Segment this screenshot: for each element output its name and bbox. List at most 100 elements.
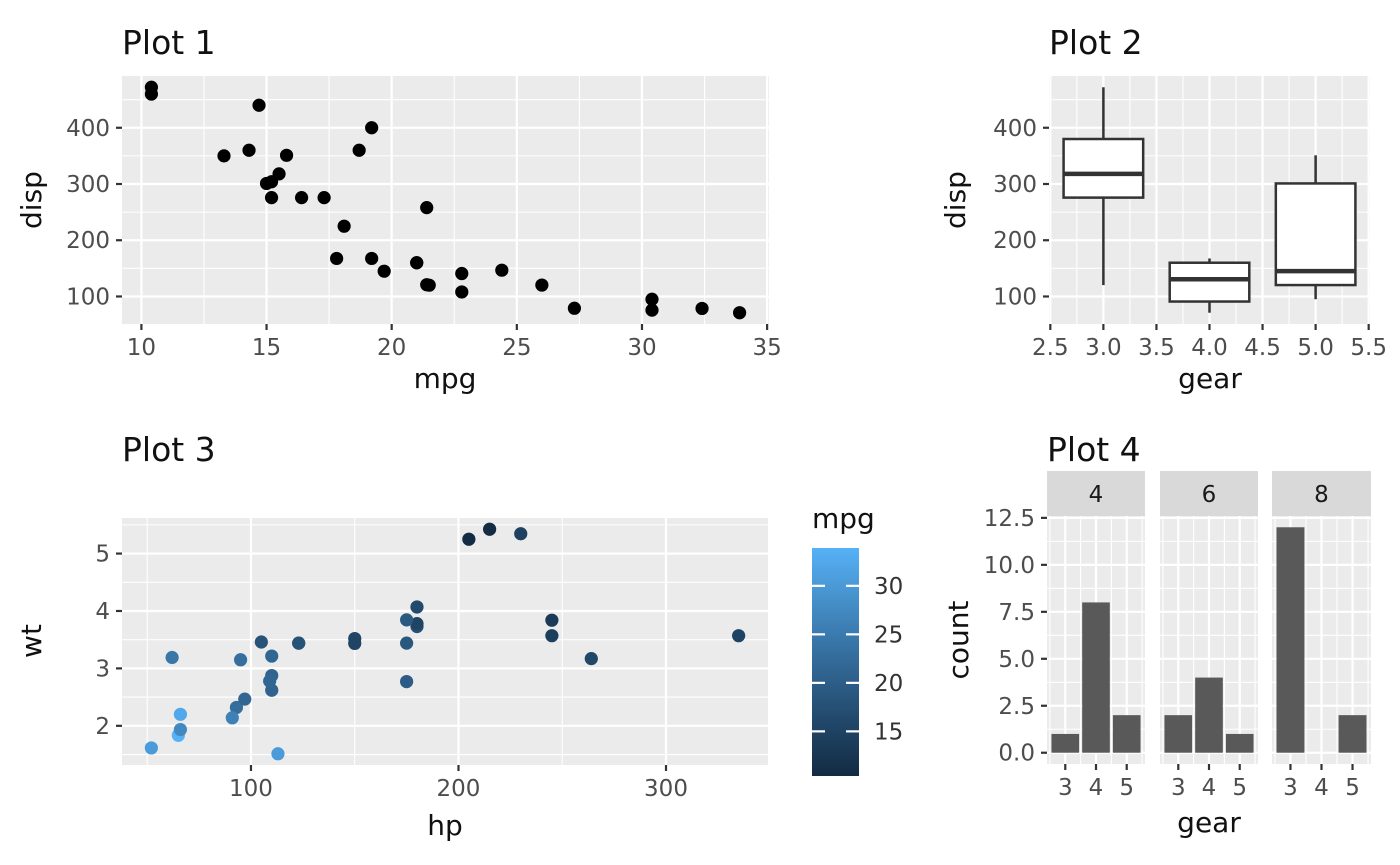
x-tick-label: 30 (627, 335, 656, 361)
y-tick-label: 400 (993, 116, 1037, 142)
plot1-data-point (144, 87, 159, 101)
facet-strip (1047, 471, 1145, 516)
x-tick-label: 5 (1232, 775, 1247, 801)
plot3-data-point (462, 532, 476, 546)
plot3-data-point (265, 649, 279, 663)
facet-strip-label: 8 (1314, 482, 1329, 508)
plot1-data-point (259, 176, 274, 191)
y-tick-label: 200 (66, 228, 110, 254)
plot3-data-point (400, 636, 414, 650)
plot3-data-point (483, 522, 497, 536)
plot1-x-axis-title: mpg (413, 362, 477, 395)
plot3-data-point (165, 650, 179, 665)
y-tick-label: 100 (993, 284, 1037, 310)
x-tick-label: 5.5 (1350, 335, 1387, 361)
x-tick-label: 25 (502, 335, 531, 361)
y-tick-label: 200 (993, 228, 1037, 254)
y-tick-label: 100 (66, 284, 110, 310)
plot4-title: Plot 4 (1047, 430, 1141, 469)
y-tick-label: 7.5 (998, 600, 1035, 626)
x-tick-label: 3.0 (1085, 335, 1122, 361)
plot1-data-point (377, 264, 391, 278)
plot3-panel-background (122, 518, 768, 765)
x-tick-label: 2.5 (1032, 335, 1069, 361)
plot3-data-point (254, 635, 268, 649)
x-tick-label: 10 (127, 335, 156, 361)
facet-strip-label: 6 (1202, 482, 1217, 508)
plot3-data-point (173, 707, 188, 721)
x-tick-label: 20 (377, 335, 406, 361)
plot3-data-point (545, 613, 559, 627)
plot1-title: Plot 1 (122, 23, 216, 62)
plot3-data-point (545, 629, 559, 643)
y-tick-label: 0.0 (998, 741, 1035, 767)
plot3-data-point (173, 722, 188, 737)
plot3-data-point (410, 600, 424, 614)
x-tick-label: 3.5 (1138, 335, 1175, 361)
bar-gear3-cyl8 (1276, 527, 1305, 753)
plot1-data-point (732, 306, 747, 320)
x-tick-label: 4.5 (1244, 335, 1281, 361)
plot1-data-point (252, 98, 266, 112)
x-tick-label: 5 (1345, 775, 1360, 801)
facet-strip (1160, 471, 1258, 516)
plot1-data-point (217, 149, 231, 163)
y-tick-label: 5.0 (998, 647, 1035, 673)
plot1-data-point (330, 251, 344, 266)
y-tick-label: 10.0 (984, 553, 1035, 579)
plot1-data-point (365, 251, 379, 266)
x-tick-label: 3 (1171, 775, 1186, 801)
y-tick-label: 2.5 (998, 694, 1035, 720)
facet-strip (1272, 471, 1371, 516)
plot3-title: Plot 3 (122, 430, 216, 469)
bar-gear5-cyl6 (1225, 733, 1254, 753)
x-tick-label: 300 (644, 776, 688, 802)
facet-strip-label: 4 (1089, 482, 1104, 508)
plot1-data-point (337, 219, 351, 233)
plot1-data-point (279, 148, 294, 162)
box-iqr (1274, 182, 1357, 287)
plot3-data-point (410, 617, 424, 631)
x-tick-label: 35 (752, 335, 781, 361)
x-tick-label: 4 (1089, 775, 1104, 801)
plot1-data-point (645, 292, 659, 306)
y-tick-label: 400 (66, 116, 110, 142)
box-iqr (1168, 261, 1251, 303)
plot3-data-point (229, 700, 244, 715)
plot4-y-axis-title: count (942, 600, 975, 680)
plot3-data-point (238, 692, 252, 706)
bar-gear5-cyl8 (1338, 715, 1367, 753)
plot1-data-point (455, 285, 469, 299)
y-tick-label: 5 (95, 542, 110, 568)
y-tick-label: 12.5 (984, 506, 1035, 532)
plot1-data-point (420, 278, 434, 292)
x-tick-label: 4 (1202, 775, 1217, 801)
bar-gear5-cyl4 (1112, 715, 1141, 753)
x-tick-label: 3 (1058, 775, 1073, 801)
plot3-data-point (584, 652, 598, 666)
plot3-data-point (400, 613, 414, 627)
plot2-y-axis-title: disp (939, 171, 972, 229)
plot1-data-point (455, 266, 469, 281)
plot2-title: Plot 2 (1049, 23, 1143, 62)
y-tick-label: 4 (95, 599, 110, 625)
plot1-data-point (535, 278, 549, 292)
y-tick-label: 2 (95, 714, 110, 740)
x-tick-label: 4.0 (1191, 335, 1228, 361)
x-tick-label: 15 (252, 335, 281, 361)
x-tick-label: 4 (1314, 775, 1329, 801)
plot1-data-point (294, 191, 309, 205)
colorbar-tick-label: 15 (874, 719, 903, 745)
plot1-data-point (365, 121, 379, 135)
plot1-data-point (242, 143, 256, 157)
plot3-data-point (271, 747, 285, 761)
bar-gear4-cyl6 (1195, 677, 1223, 753)
plot1-panel-background (122, 76, 769, 324)
plot3-data-point (263, 674, 277, 688)
colorbar-tick-label: 20 (874, 671, 903, 697)
plot3-data-point (400, 675, 414, 689)
y-tick-label: 300 (993, 172, 1037, 198)
plot3-data-point (144, 741, 158, 755)
plot1-data-point (317, 191, 331, 205)
